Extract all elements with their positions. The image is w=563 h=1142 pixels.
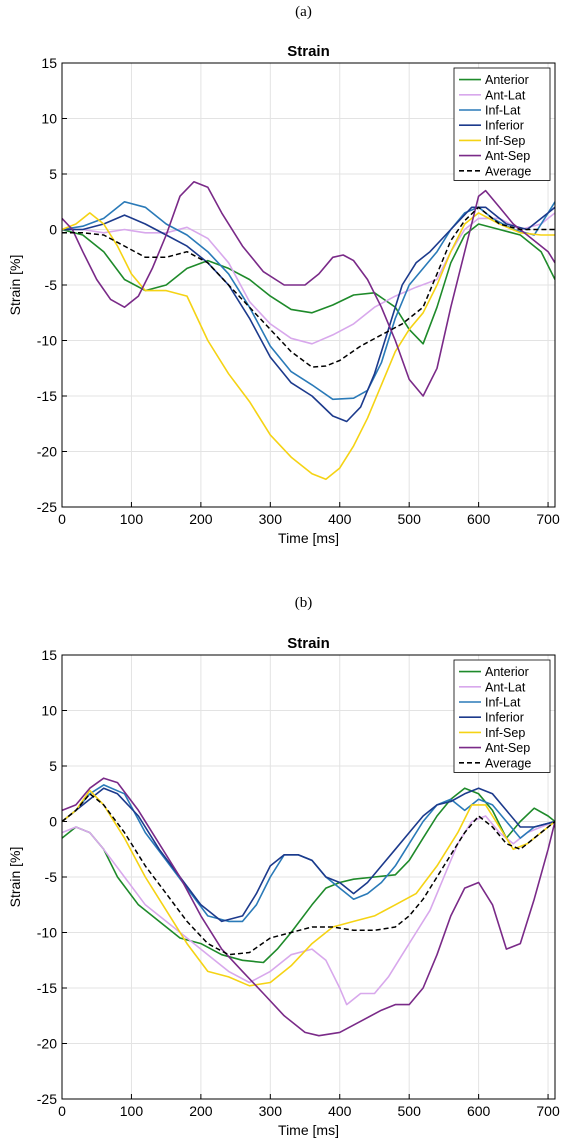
series-line-ant-lat: [62, 815, 555, 1006]
series-line-inf-sep: [62, 212, 555, 481]
series-line-inferior: [62, 787, 555, 923]
series-line-ant-sep: [62, 181, 555, 397]
legend-label: Inf-Sep: [485, 134, 525, 148]
y-axis-label: Strain [%]: [7, 847, 23, 908]
legend-label: Anterior: [485, 73, 529, 87]
y-tick-label: 0: [49, 814, 57, 830]
series-line-average: [62, 793, 555, 956]
y-tick-label: -25: [37, 499, 57, 515]
y-tick-label: 5: [49, 758, 57, 774]
legend-label: Anterior: [485, 665, 529, 679]
y-tick-label: -5: [45, 277, 58, 293]
legend-label: Inf-Sep: [485, 726, 525, 740]
chart-title: Strain: [287, 635, 330, 652]
legend-label: Ant-Lat: [485, 680, 526, 694]
y-tick-label: -5: [45, 869, 58, 885]
x-tick-label: 300: [259, 511, 283, 527]
x-tick-label: 0: [58, 1103, 66, 1119]
x-tick-label: 200: [189, 511, 213, 527]
x-tick-label: 400: [328, 1103, 352, 1119]
axes-frame: [61, 654, 556, 1100]
y-tick-label: 15: [41, 647, 57, 663]
legend-label: Ant-Lat: [485, 88, 526, 102]
x-tick-label: 600: [467, 511, 491, 527]
x-tick-label: 100: [120, 511, 144, 527]
chart-panel-b: (b) Strain 0 100 200 300 400 500 600 700 15 10 5 0 -5 -…: [7, 595, 560, 1138]
y-tick-label: 0: [49, 222, 57, 238]
axes-frame: [61, 62, 556, 508]
legend-label: Inferior: [485, 711, 524, 725]
legend-label: Inferior: [485, 119, 524, 133]
series-line-average: [62, 206, 555, 368]
y-tick-label: -25: [37, 1091, 57, 1107]
legend-box: [453, 67, 551, 181]
x-tick-label: 400: [328, 511, 352, 527]
legend-label: Inf-Lat: [485, 696, 521, 710]
series-line-anterior: [62, 787, 555, 964]
legend-label: Ant-Sep: [485, 741, 530, 755]
y-tick-label: 10: [41, 111, 57, 127]
legend-label: Inf-Lat: [485, 104, 521, 118]
legend-box: [453, 659, 551, 773]
series-line-ant-lat: [62, 212, 555, 345]
y-tick-label: -15: [37, 388, 57, 404]
x-tick-label: 700: [536, 1103, 560, 1119]
y-tick-label: -20: [37, 1036, 57, 1052]
legend-label: Average: [485, 164, 531, 178]
x-axis-label: Time [ms]: [278, 1122, 339, 1138]
y-tick-label: -15: [37, 980, 57, 996]
x-tick-label: 500: [398, 511, 422, 527]
series-line-inf-sep: [62, 789, 555, 987]
x-tick-label: 600: [467, 1103, 491, 1119]
series-group: [62, 777, 555, 1037]
legend-label: Average: [485, 756, 531, 770]
y-tick-label: -20: [37, 444, 57, 460]
series-line-anterior: [62, 223, 555, 345]
series-group: [62, 181, 555, 481]
x-tick-label: 300: [259, 1103, 283, 1119]
y-tick-label: -10: [37, 333, 57, 349]
x-tick-label: 200: [189, 1103, 213, 1119]
y-tick-label: -10: [37, 925, 57, 941]
legend-label: Ant-Sep: [485, 149, 530, 163]
y-axis-label: Strain [%]: [7, 255, 23, 316]
chart-panel-a: (a) Strain 0 100 200 300 400 500 600 700 15 10 5 0 -5 -…: [7, 4, 560, 546]
x-tick-label: 500: [398, 1103, 422, 1119]
x-axis-label: Time [ms]: [278, 530, 339, 546]
y-tick-label: 10: [41, 703, 57, 719]
panel-label: (a): [295, 4, 312, 20]
panel-label: (b): [295, 595, 313, 611]
x-tick-label: 100: [120, 1103, 144, 1119]
y-tick-label: 15: [41, 55, 57, 71]
series-line-ant-sep: [62, 777, 555, 1037]
y-tick-label: 5: [49, 166, 57, 182]
x-tick-label: 0: [58, 511, 66, 527]
x-tick-label: 700: [536, 511, 560, 527]
chart-title: Strain: [287, 43, 330, 60]
